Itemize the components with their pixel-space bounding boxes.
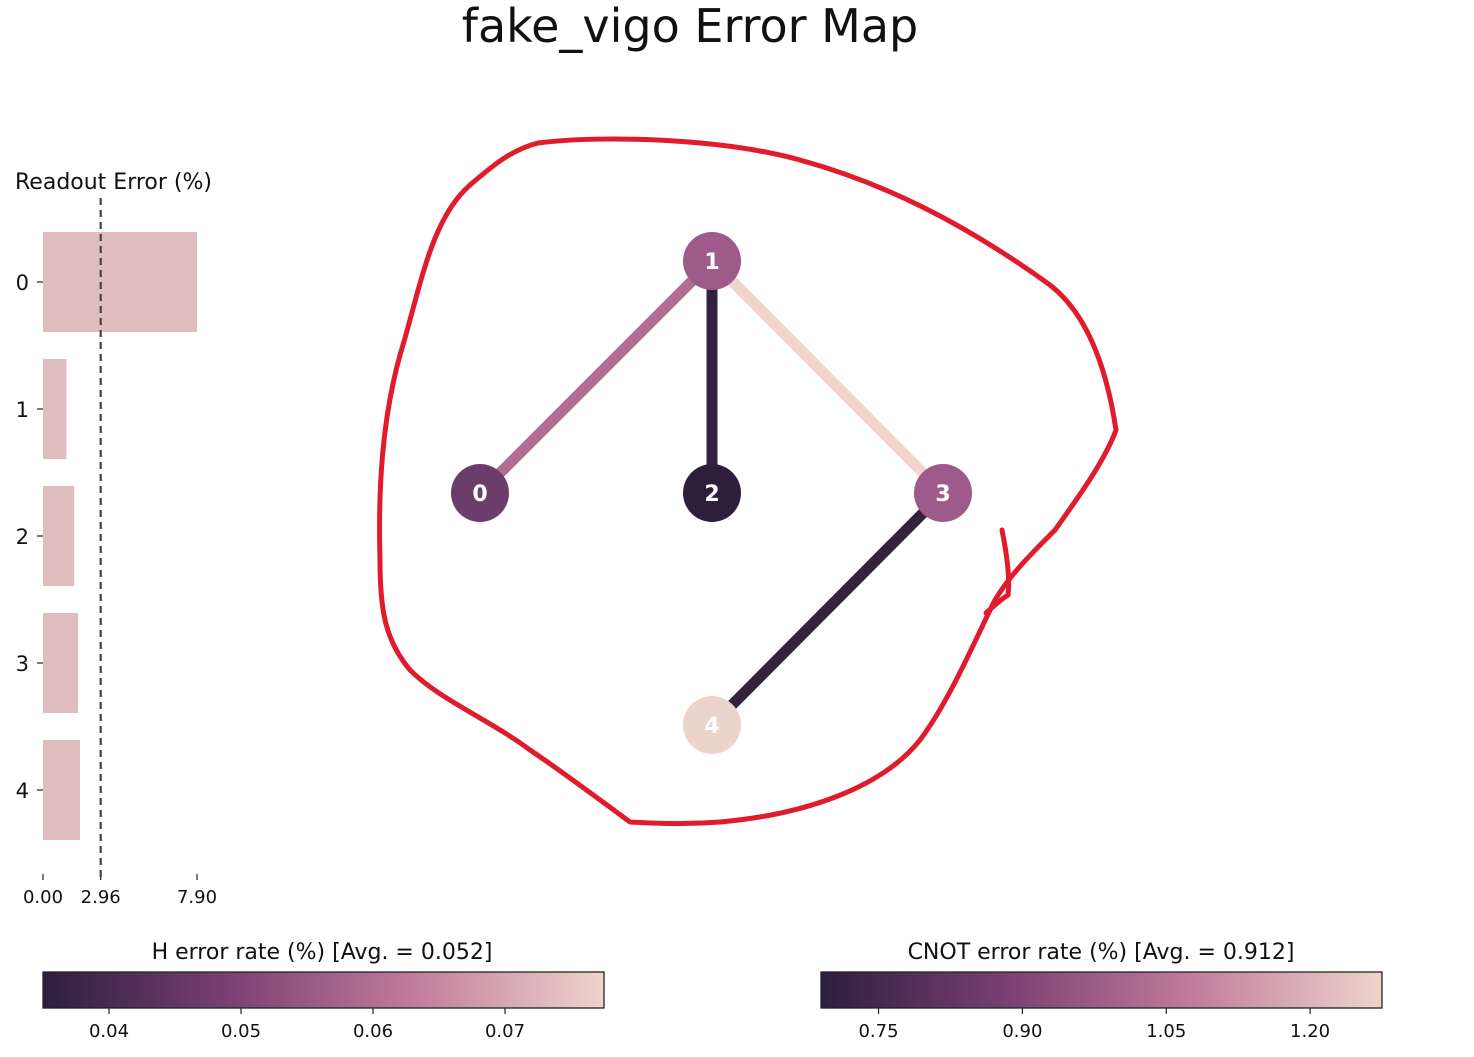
readout-bar <box>43 486 75 586</box>
readout-y-tick-label: 2 <box>16 525 29 549</box>
qubit-label: 2 <box>704 482 719 507</box>
colorbar-tick-label: 0.04 <box>89 1021 129 1042</box>
cnot-colorbar-gradient <box>820 971 1383 1009</box>
h-colorbar-gradient <box>42 971 605 1009</box>
colorbar-tick-label: 0.90 <box>1002 1021 1042 1042</box>
colorbar-tick-label: 1.05 <box>1146 1021 1186 1042</box>
readout-y-tick-label: 3 <box>16 652 29 676</box>
figure-title: fake_vigo Error Map <box>462 0 918 53</box>
h-colorbar-ticks: 0.04 0.05 0.06 0.07 <box>89 1008 525 1042</box>
qubit-node <box>683 696 741 754</box>
readout-chart-title: Readout Error (%) <box>15 170 212 195</box>
red-stroke-tail <box>983 527 1012 616</box>
graph-edge <box>708 257 947 497</box>
graph-edge <box>708 489 947 729</box>
readout-y-tick-label: 4 <box>16 779 29 803</box>
readout-bar <box>43 740 81 840</box>
qubit-label: 4 <box>704 714 719 739</box>
readout-x-tick-label: 2.96 <box>81 887 121 908</box>
qubit-label: 0 <box>472 482 487 507</box>
colorbar-tick-label: 0.07 <box>485 1021 525 1042</box>
qubit-node <box>451 464 509 522</box>
cnot-colorbar-ticks: 0.75 0.90 1.05 1.20 <box>858 1008 1330 1042</box>
readout-x-tick-label: 7.90 <box>177 887 217 908</box>
coupling-map: 0 1 2 3 4 <box>451 232 972 754</box>
readout-y-tick-label: 1 <box>16 398 29 422</box>
qubit-node <box>683 232 741 290</box>
qubit-node <box>914 464 972 522</box>
readout-bar <box>43 359 67 459</box>
readout-y-tick-labels: 0 1 2 3 4 <box>16 271 43 803</box>
readout-error-chart: Readout Error (%) 0 1 2 3 4 0.00 2.96 7.90 <box>15 170 217 908</box>
colorbar-tick-label: 0.75 <box>858 1021 898 1042</box>
h-colorbar-label: H error rate (%) [Avg. = 0.052] <box>152 940 493 965</box>
readout-x-tick-label: 0.00 <box>23 887 63 908</box>
graph-nodes: 0 1 2 3 4 <box>451 232 972 754</box>
colorbar-tick-label: 0.06 <box>353 1021 393 1042</box>
readout-y-tick-label: 0 <box>16 271 29 295</box>
readout-bar <box>43 613 79 713</box>
graph-edges <box>476 257 947 729</box>
qubit-label: 3 <box>935 482 950 507</box>
red-circle-annotation <box>377 136 1119 827</box>
colorbar-tick-label: 1.20 <box>1290 1021 1330 1042</box>
cnot-colorbar-label: CNOT error rate (%) [Avg. = 0.912] <box>908 940 1295 965</box>
readout-bar <box>43 232 197 332</box>
qubit-node <box>683 464 741 522</box>
cnot-error-colorbar: CNOT error rate (%) [Avg. = 0.912] 0.75 0… <box>820 940 1383 1042</box>
colorbar-tick-label: 0.05 <box>221 1021 261 1042</box>
qubit-label: 1 <box>704 250 719 275</box>
h-error-colorbar: H error rate (%) [Avg. = 0.052] 0.04 0.05… <box>42 940 605 1042</box>
readout-bars <box>43 232 197 840</box>
graph-edge <box>476 257 716 497</box>
readout-x-tick-labels: 0.00 2.96 7.90 <box>23 874 217 908</box>
